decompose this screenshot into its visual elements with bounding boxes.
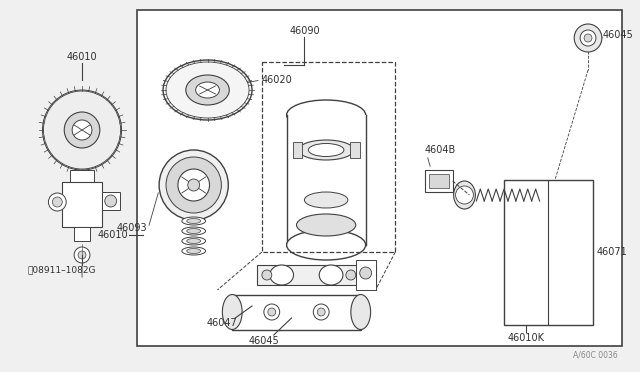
Circle shape	[456, 186, 474, 204]
Text: 46045: 46045	[248, 336, 279, 346]
Ellipse shape	[182, 217, 205, 225]
Bar	[74, 227, 90, 241]
Ellipse shape	[287, 100, 365, 130]
Circle shape	[580, 30, 596, 46]
Text: 4604B: 4604B	[425, 145, 456, 155]
Bar	[425, 170, 452, 192]
Text: 46020: 46020	[262, 75, 292, 85]
Bar	[62, 182, 102, 227]
Bar	[429, 174, 449, 188]
Ellipse shape	[308, 144, 344, 157]
Ellipse shape	[186, 75, 229, 105]
Circle shape	[346, 270, 356, 280]
Circle shape	[574, 188, 588, 202]
Circle shape	[72, 120, 92, 140]
Circle shape	[178, 169, 209, 201]
Ellipse shape	[534, 183, 545, 207]
Bar	[292, 142, 303, 158]
Ellipse shape	[270, 265, 294, 285]
Text: 46045: 46045	[603, 30, 634, 40]
Circle shape	[360, 267, 372, 279]
Ellipse shape	[187, 248, 200, 253]
Ellipse shape	[319, 265, 343, 285]
Bar	[287, 115, 365, 245]
Bar	[350, 142, 360, 158]
Circle shape	[317, 308, 325, 316]
Bar	[262, 62, 396, 252]
Text: 46010: 46010	[67, 52, 97, 62]
Circle shape	[49, 193, 66, 211]
Circle shape	[78, 251, 86, 259]
Circle shape	[52, 197, 62, 207]
Text: ⓝ08911–1082G: ⓝ08911–1082G	[28, 265, 96, 274]
Bar	[232, 295, 361, 330]
Circle shape	[159, 150, 228, 220]
Text: 46010K: 46010K	[508, 333, 544, 343]
Bar	[356, 260, 376, 290]
Bar	[257, 265, 376, 285]
Ellipse shape	[182, 227, 205, 235]
Ellipse shape	[187, 228, 200, 234]
Circle shape	[188, 179, 200, 191]
Bar	[504, 180, 593, 325]
Text: 46071: 46071	[597, 247, 628, 257]
Ellipse shape	[182, 237, 205, 245]
Ellipse shape	[572, 182, 590, 208]
Circle shape	[105, 195, 116, 207]
Circle shape	[574, 24, 602, 52]
Text: 46047: 46047	[207, 318, 237, 328]
Ellipse shape	[187, 218, 200, 224]
Circle shape	[74, 247, 90, 263]
Circle shape	[264, 304, 280, 320]
Bar	[540, 181, 569, 209]
Circle shape	[268, 308, 276, 316]
Ellipse shape	[351, 295, 371, 330]
Ellipse shape	[305, 192, 348, 208]
Ellipse shape	[287, 230, 365, 260]
Circle shape	[166, 157, 221, 213]
Text: 46090: 46090	[289, 26, 320, 36]
Ellipse shape	[298, 140, 354, 160]
Circle shape	[42, 90, 122, 170]
Ellipse shape	[296, 214, 356, 236]
Text: 46093: 46093	[116, 223, 147, 233]
Text: 46010: 46010	[98, 230, 129, 240]
Bar	[70, 170, 94, 182]
Ellipse shape	[187, 238, 200, 244]
Ellipse shape	[182, 247, 205, 255]
Ellipse shape	[196, 82, 220, 98]
Ellipse shape	[163, 60, 252, 120]
Circle shape	[262, 270, 272, 280]
Circle shape	[64, 112, 100, 148]
Bar	[138, 10, 621, 346]
Bar	[102, 192, 120, 210]
Text: A/60C 0036: A/60C 0036	[573, 351, 618, 360]
Ellipse shape	[454, 181, 476, 209]
Circle shape	[584, 34, 592, 42]
Ellipse shape	[222, 295, 242, 330]
Circle shape	[314, 304, 329, 320]
